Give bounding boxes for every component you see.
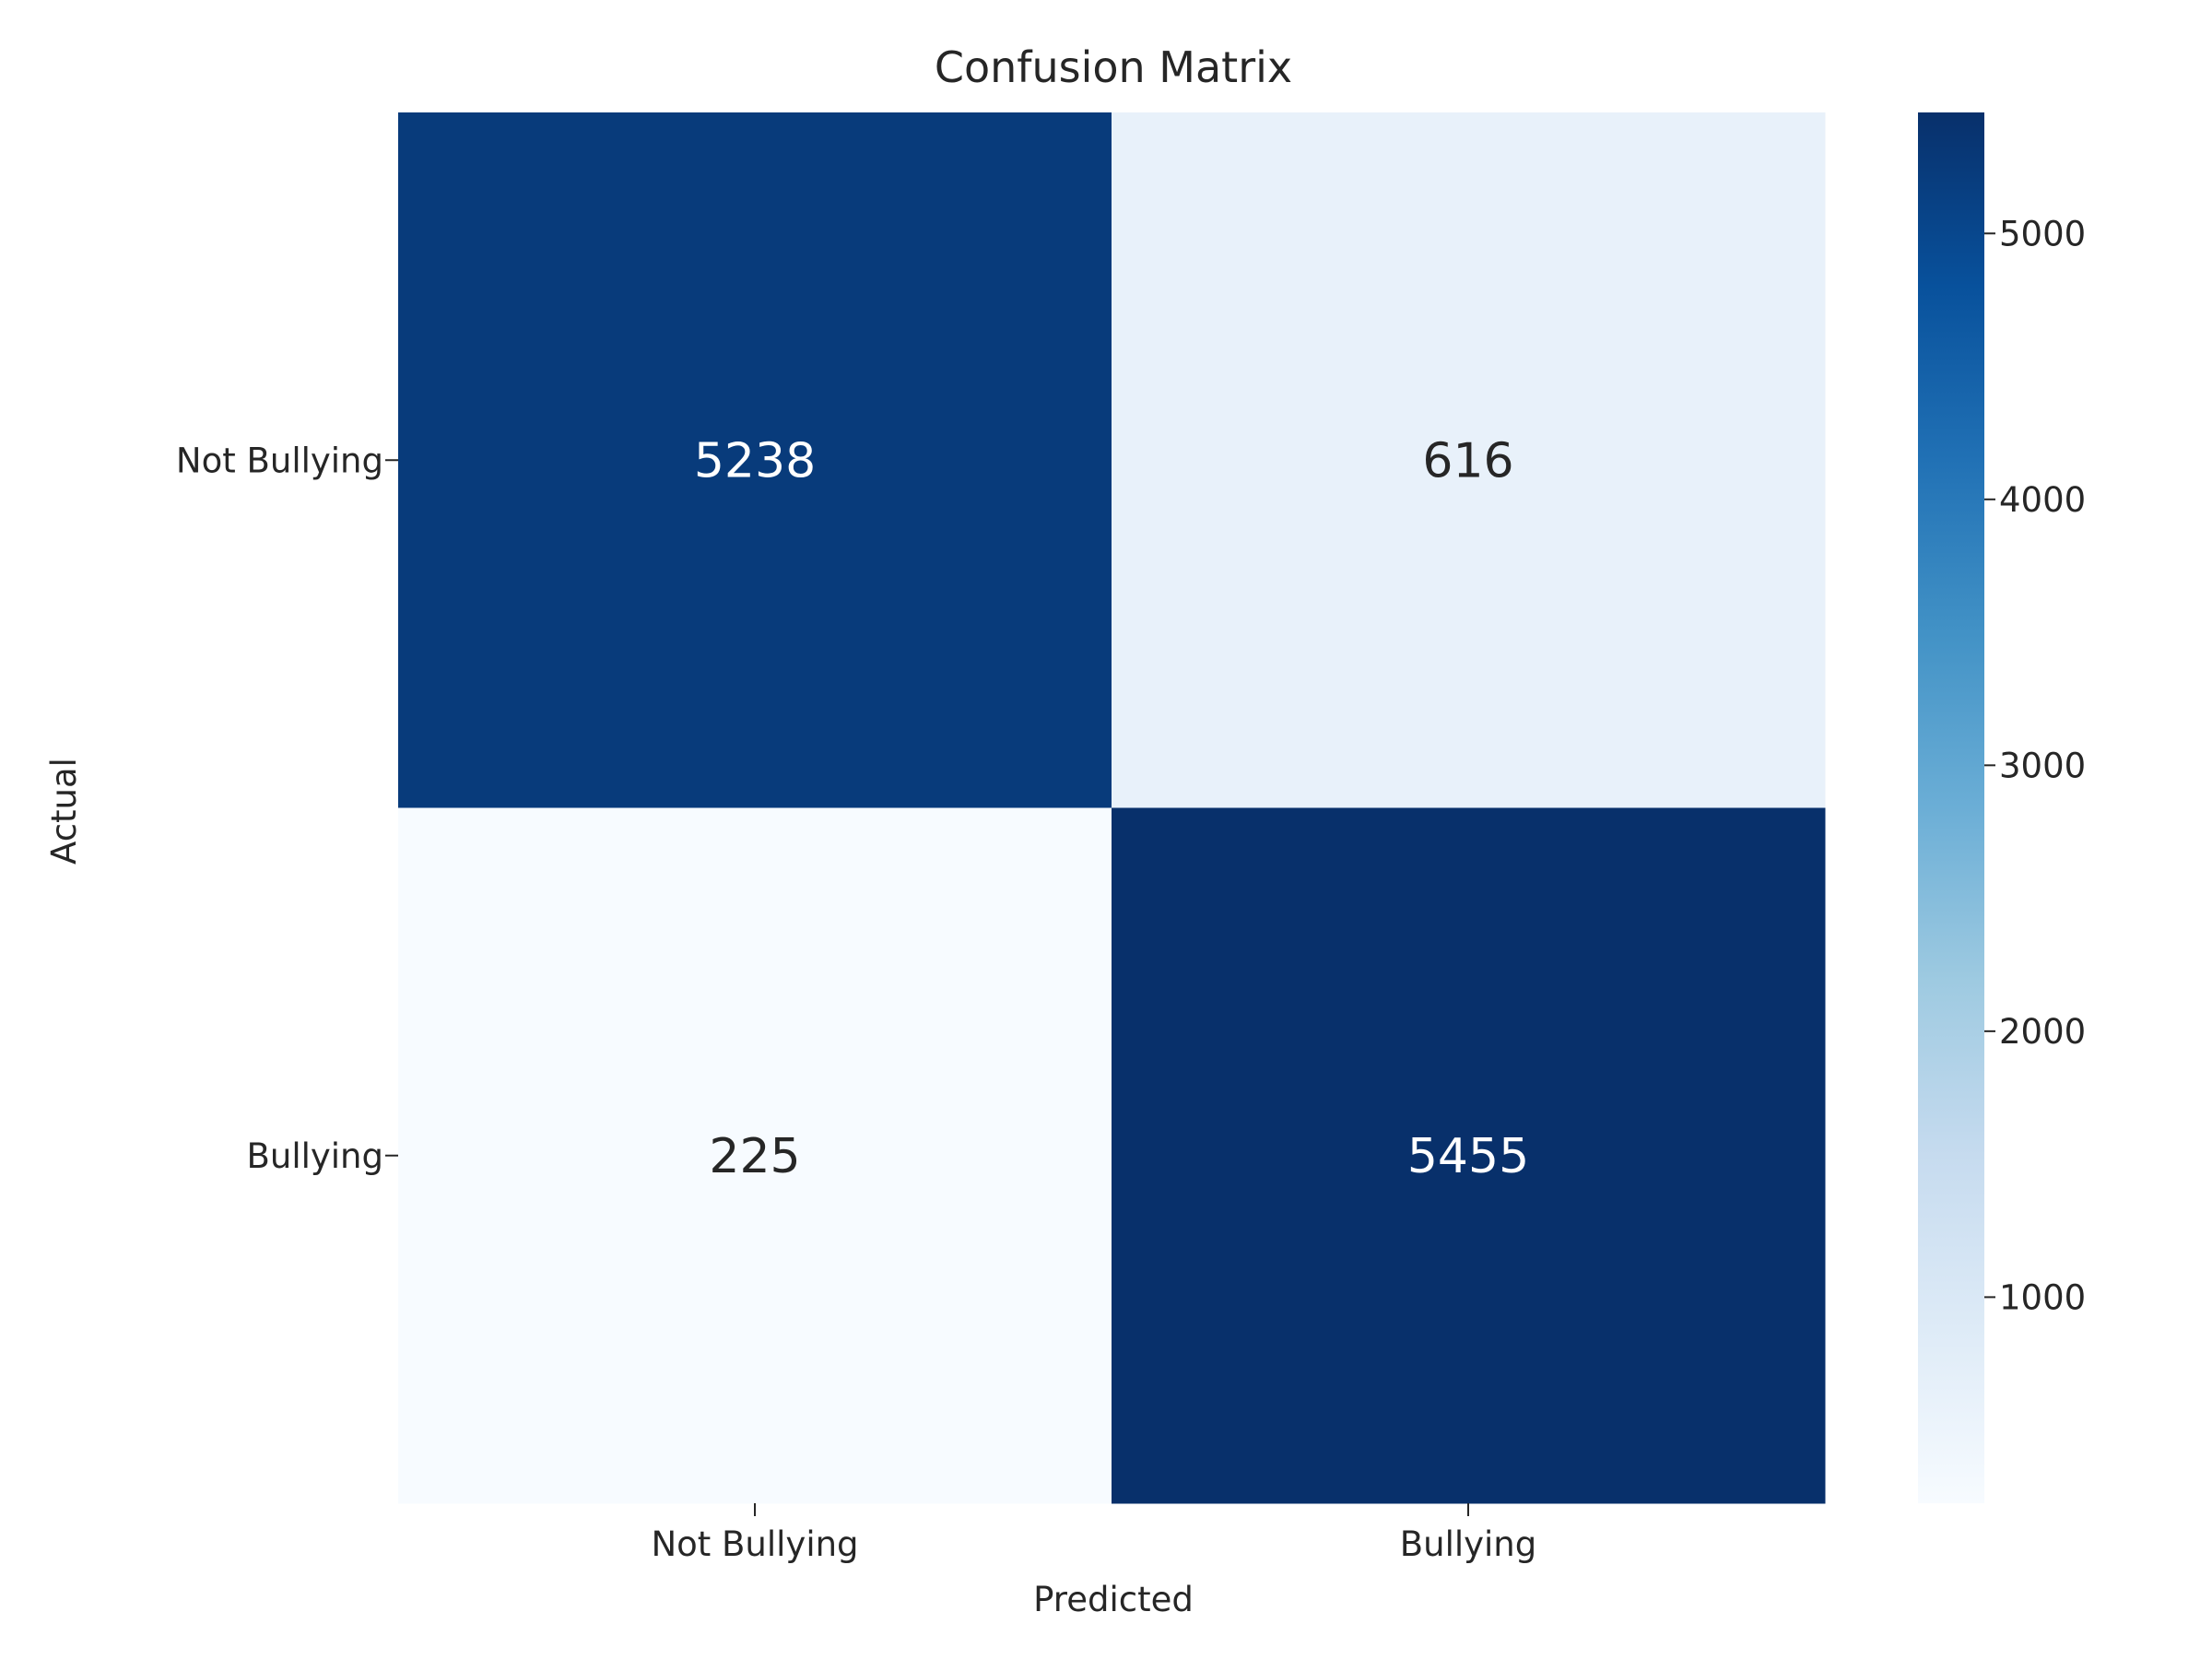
colorbar [1918,112,1984,1503]
heatmap-cells [398,112,1826,1504]
heatmap-cell [1112,807,1826,1504]
x-axis-ticks: Not Bullying Bullying [651,1503,1536,1564]
heatmap-cell [1112,112,1826,808]
cell-value-label: 5455 [1407,1129,1529,1184]
y-axis-label: Actual [44,758,84,865]
colorbar-tick-label: 2000 [1999,1012,2086,1052]
chart-title: Confusion Matrix [935,42,1292,92]
y-tick-label: Bullying [246,1136,383,1176]
x-tick-label: Bullying [1400,1524,1537,1564]
colorbar-tick-label: 5000 [1999,214,2086,253]
heatmap-cell-labels: 5238 616 225 5455 [694,433,1529,1184]
heatmap-cell [398,112,1112,808]
cell-value-label: 225 [709,1129,800,1184]
y-axis-ticks: Not Bullying Bullying [176,441,398,1176]
colorbar-ticks: 1000 2000 3000 4000 5000 [1984,214,2086,1317]
x-tick-label: Not Bullying [651,1524,858,1564]
colorbar-tick-label: 1000 [1999,1277,2086,1317]
cell-value-label: 5238 [694,433,816,488]
x-axis-label: Predicted [1033,1580,1194,1619]
colorbar-tick-label: 3000 [1999,746,2086,785]
heatmap-cell [398,807,1112,1504]
y-tick-label: Not Bullying [176,441,383,480]
cell-value-label: 616 [1422,433,1513,488]
colorbar-tick-label: 4000 [1999,480,2086,520]
